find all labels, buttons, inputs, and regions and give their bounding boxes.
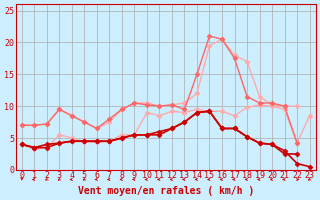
X-axis label: Vent moyen/en rafales ( km/h ): Vent moyen/en rafales ( km/h ) — [77, 186, 254, 196]
